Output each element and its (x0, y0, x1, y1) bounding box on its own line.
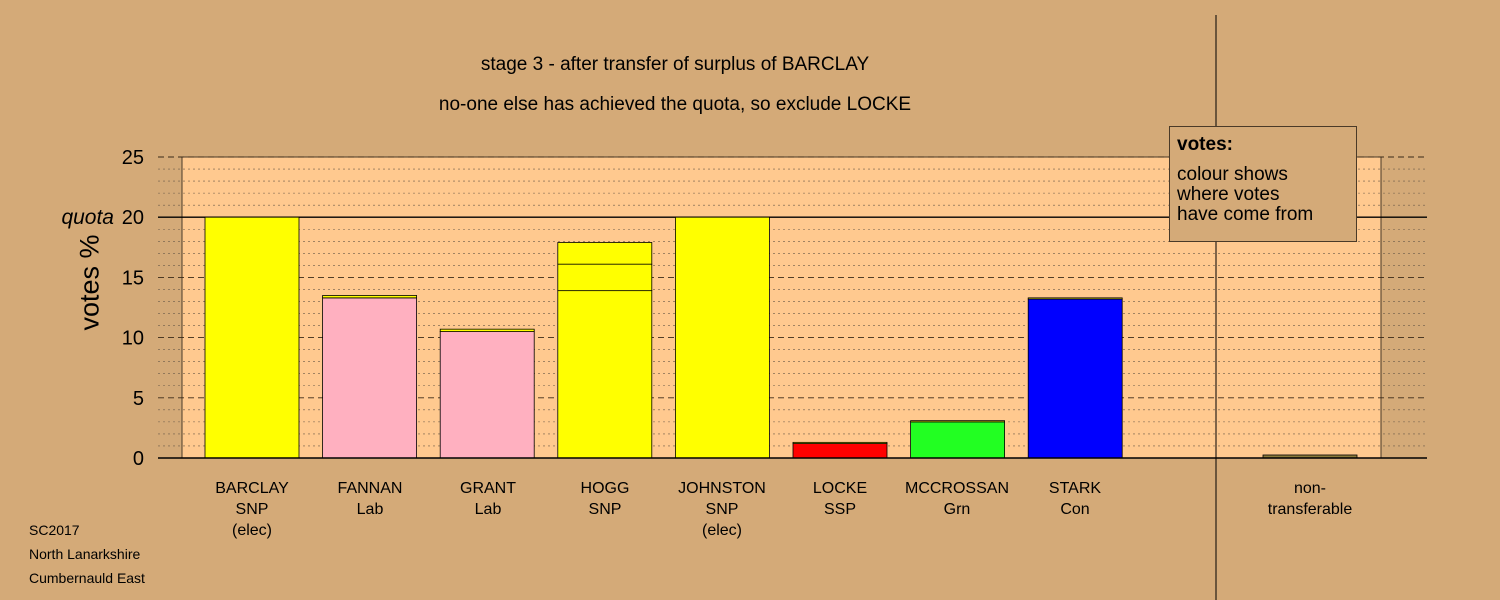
candidate-party: SSP (823, 501, 856, 518)
category-label-hogg: HOGG SNP (546, 478, 664, 520)
chart-title: stage 3 - after transfer of surplus of B… (480, 54, 870, 75)
bar-segment-grant (439, 331, 535, 459)
bar-segment-locke (792, 441, 888, 444)
category-label-barclay: BARCLAY SNP (elec) (193, 478, 311, 541)
candidate-note: (elec) (231, 522, 272, 539)
candidate-party: SNP (588, 501, 622, 518)
bar-segment-mccrossan (910, 421, 1005, 459)
legend-info-box: votes: colour shows where votes have com… (1169, 126, 1357, 242)
category-label-johnston: JOHNSTON SNP (elec) (663, 478, 781, 541)
chart-subtitle: no-one else has achieved the quota, so e… (438, 94, 912, 115)
bar-segment-johnston (675, 216, 770, 459)
candidate-name: BARCLAY (215, 480, 289, 497)
candidate-party: Lab (474, 501, 502, 518)
y-tick-label: 5 (133, 388, 144, 410)
bar-segment-hogg (557, 263, 653, 292)
category-label-mccrossan: MCCROSSAN Grn (898, 478, 1016, 520)
candidate-party: Con (1060, 501, 1090, 518)
candidate-name: JOHNSTON (678, 480, 766, 497)
bar-segment-hogg (557, 242, 653, 265)
nontransferable-label-2: transferable (1267, 501, 1353, 518)
candidate-party: Lab (356, 501, 384, 518)
category-label-grant: GRANT Lab (429, 478, 547, 520)
y-tick-label: 25 (122, 147, 144, 169)
y-axis-label: votes % (74, 234, 105, 331)
candidate-party: Grn (943, 501, 971, 518)
bar-segment-barclay (204, 216, 300, 459)
bar-segment-mccrossan (910, 420, 1005, 423)
candidate-note: (elec) (701, 522, 742, 539)
bar-segment-grant (439, 328, 535, 332)
legend-heading: votes: (1177, 134, 1233, 155)
y-tick-label: 20 (122, 207, 144, 229)
bar-segment-hogg (557, 290, 653, 459)
candidate-party: SNP (235, 501, 269, 518)
category-label-locke: LOCKE SSP (781, 478, 899, 520)
candidate-name: FANNAN (337, 480, 403, 497)
candidate-name: HOGG (580, 480, 630, 497)
y-tick-label: 15 (122, 267, 144, 289)
legend-line-1: colour shows (1177, 164, 1288, 185)
candidate-name: GRANT (460, 480, 516, 497)
candidate-name: MCCROSSAN (904, 480, 1009, 497)
y-axis-label-wrap: votes % (45, 234, 135, 330)
candidate-name: STARK (1048, 480, 1102, 497)
category-label-stark: STARK Con (1016, 478, 1134, 520)
y-tick-label: 0 (133, 448, 144, 470)
candidate-party: SNP (705, 501, 739, 518)
category-label-nontransferable: non- transferable (1251, 478, 1369, 520)
legend-line-3: have come from (1177, 204, 1314, 225)
y-tick-label: 10 (122, 328, 144, 350)
legend-line-2: where votes (1177, 184, 1280, 205)
quota-label: quota (61, 206, 114, 229)
nontransferable-label-1: non- (1293, 480, 1327, 497)
category-label-fannan: FANNAN Lab (311, 478, 429, 520)
bar-segment-stark (1027, 297, 1123, 300)
source-line-1: SC2017 (29, 522, 80, 538)
bar-segment-stark (1027, 298, 1123, 459)
source-line-3: Cumbernauld East (29, 570, 145, 586)
candidate-name: LOCKE (812, 480, 868, 497)
bar-segment-fannan (322, 297, 418, 459)
bar-segment-fannan (322, 295, 418, 299)
bar-segment-locke (792, 443, 888, 459)
source-line-2: North Lanarkshire (29, 546, 141, 562)
